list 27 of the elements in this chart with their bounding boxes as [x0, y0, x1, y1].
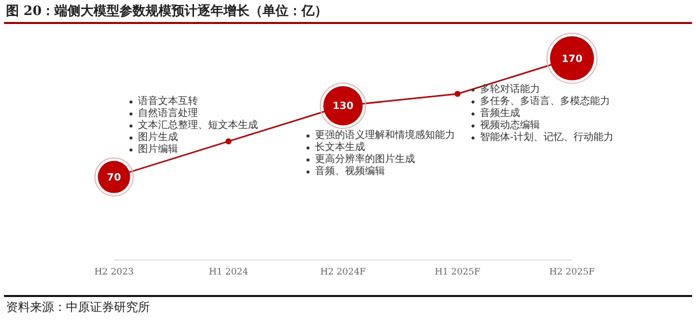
annotation: 音频、视频编辑: [315, 166, 385, 178]
annotation: 智能体-计划、记忆、行动能力: [480, 132, 614, 144]
annotation: 多轮对话能力: [480, 84, 540, 96]
x-tick-label: H1 2025F: [434, 267, 480, 278]
annotation: 图片生成: [138, 132, 178, 144]
annotation: 语音文本互转: [138, 96, 198, 108]
chart-title: 图 20：端侧大模型参数规模预计逐年增长（单位：亿）: [6, 3, 328, 20]
data-label: 70: [107, 172, 121, 184]
annotation: 长文本生成: [315, 142, 365, 154]
annotation: 图片编辑: [138, 144, 178, 156]
annotation: 多任务、多语言、多模态能力: [480, 96, 610, 108]
circle-badge: 70: [94, 157, 134, 197]
circle-badge: 130: [320, 82, 366, 129]
annotation: 更强的语义理解和情境感知能力: [315, 130, 455, 142]
circle-badge: 170: [546, 32, 598, 84]
annotation: 音频生成: [480, 108, 520, 120]
x-tick-label: H2 2023: [94, 267, 134, 278]
data-label: 170: [562, 54, 582, 65]
x-tick-label: H1 2024: [208, 267, 248, 278]
text: 资料来源：中原证券研究所: [6, 299, 150, 316]
annotation: 自然语言处理: [138, 108, 198, 120]
annotation: 视频动态编辑: [480, 120, 540, 132]
annotation: 更高分辨率的图片生成: [315, 154, 415, 166]
data-label: 130: [332, 101, 354, 112]
annotation: 文本汇总整理、短文本生成: [138, 120, 258, 132]
x-tick-label: H2 2025F: [549, 267, 595, 278]
x-tick-label: H2 2024F: [320, 267, 366, 278]
